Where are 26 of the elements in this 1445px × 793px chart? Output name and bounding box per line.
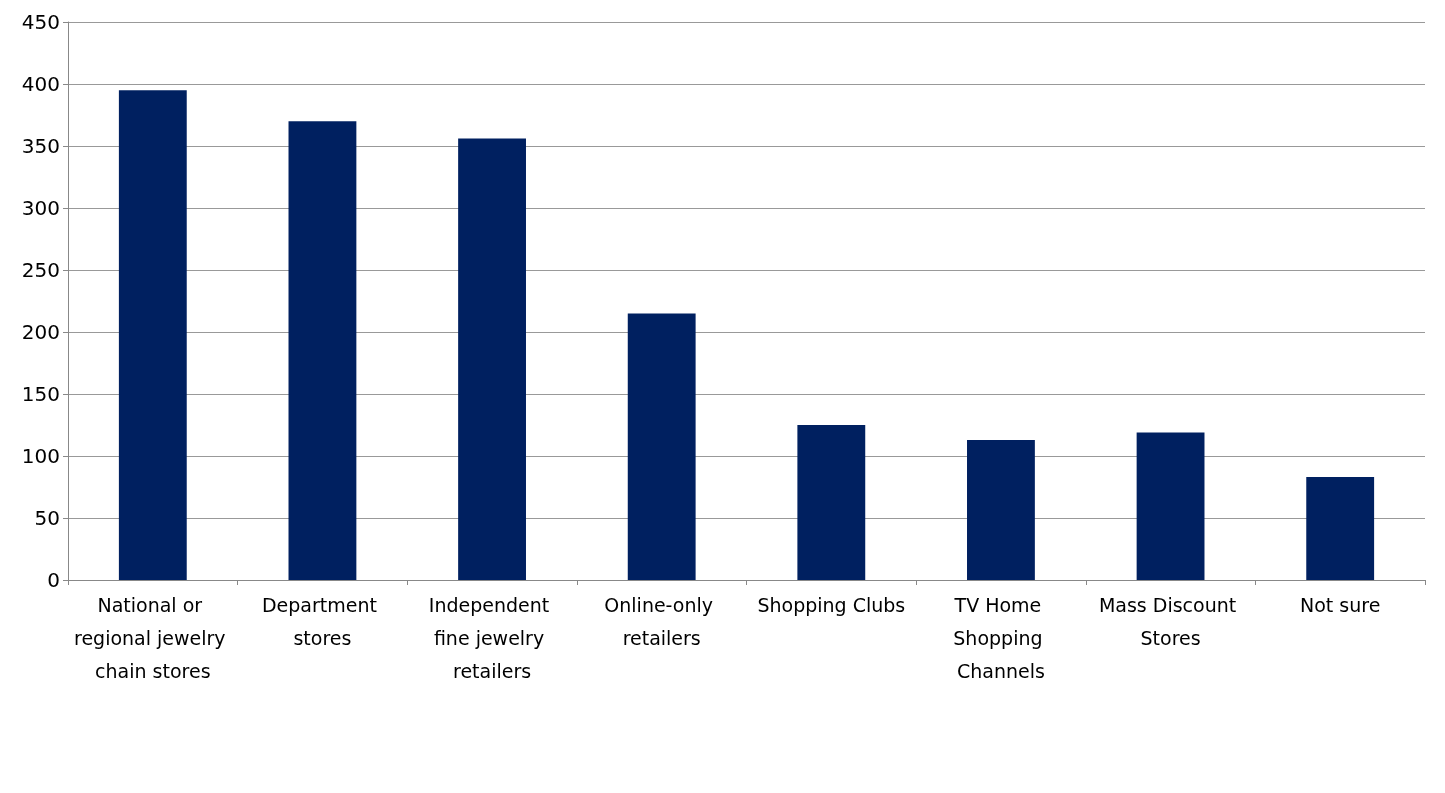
bar bbox=[1306, 477, 1375, 580]
bar bbox=[1136, 432, 1205, 580]
x-tick-label: Independent fine jewelry retailers bbox=[428, 593, 556, 682]
bar bbox=[458, 138, 526, 580]
bar bbox=[797, 425, 866, 580]
y-tick-label: 50 bbox=[34, 506, 60, 530]
bar bbox=[288, 121, 357, 580]
x-tick-label: Shopping Clubs bbox=[757, 593, 906, 616]
y-tick-label: 150 bbox=[21, 382, 60, 406]
y-tick-label: 400 bbox=[21, 72, 60, 96]
y-tick-label: 200 bbox=[21, 320, 60, 344]
x-tick-label: Not sure bbox=[1300, 593, 1381, 616]
y-tick-label: 450 bbox=[21, 10, 60, 34]
y-tick-label: 350 bbox=[21, 134, 60, 158]
bar bbox=[627, 313, 696, 580]
y-tick-label: 250 bbox=[21, 258, 60, 282]
y-tick-label: 300 bbox=[21, 196, 60, 220]
x-tick-label: Mass Discount Stores bbox=[1098, 593, 1243, 649]
bar bbox=[118, 90, 187, 580]
x-tick-label: Department stores bbox=[261, 593, 383, 649]
bar bbox=[967, 439, 1035, 580]
x-tick-label: TV Home Shopping Channels bbox=[953, 593, 1049, 682]
y-tick-label: 100 bbox=[21, 444, 60, 468]
y-tick-label: 0 bbox=[47, 568, 60, 592]
x-tick-label: Online-only retailers bbox=[604, 593, 720, 649]
x-tick-label: National or regional jewelry chain stores bbox=[74, 593, 232, 682]
